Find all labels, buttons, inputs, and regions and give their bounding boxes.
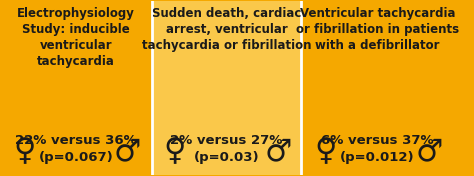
Text: 6% versus 37%
(p=0.012): 6% versus 37% (p=0.012) — [321, 134, 434, 164]
Text: 22% versus 36%
(p=0.067): 22% versus 36% (p=0.067) — [15, 134, 137, 164]
Text: ♂: ♂ — [416, 138, 443, 167]
Text: ♂: ♂ — [264, 138, 292, 167]
FancyBboxPatch shape — [153, 1, 301, 175]
Text: ♂: ♂ — [114, 138, 141, 167]
Text: Ventricular tachycardia
or fibrillation in patients
with a defibrillator: Ventricular tachycardia or fibrillation … — [296, 7, 459, 52]
Text: 2% versus 27%
(p=0.03): 2% versus 27% (p=0.03) — [171, 134, 283, 164]
Text: ♀: ♀ — [164, 138, 186, 167]
Text: Sudden death, cardiac
arrest, ventricular
tachycardia or fibrillation: Sudden death, cardiac arrest, ventricula… — [142, 7, 311, 52]
Text: ♀: ♀ — [314, 138, 337, 167]
Text: Electrophysiology
Study: inducible
ventricular
tachycardia: Electrophysiology Study: inducible ventr… — [17, 7, 135, 68]
Text: ♀: ♀ — [13, 138, 36, 167]
